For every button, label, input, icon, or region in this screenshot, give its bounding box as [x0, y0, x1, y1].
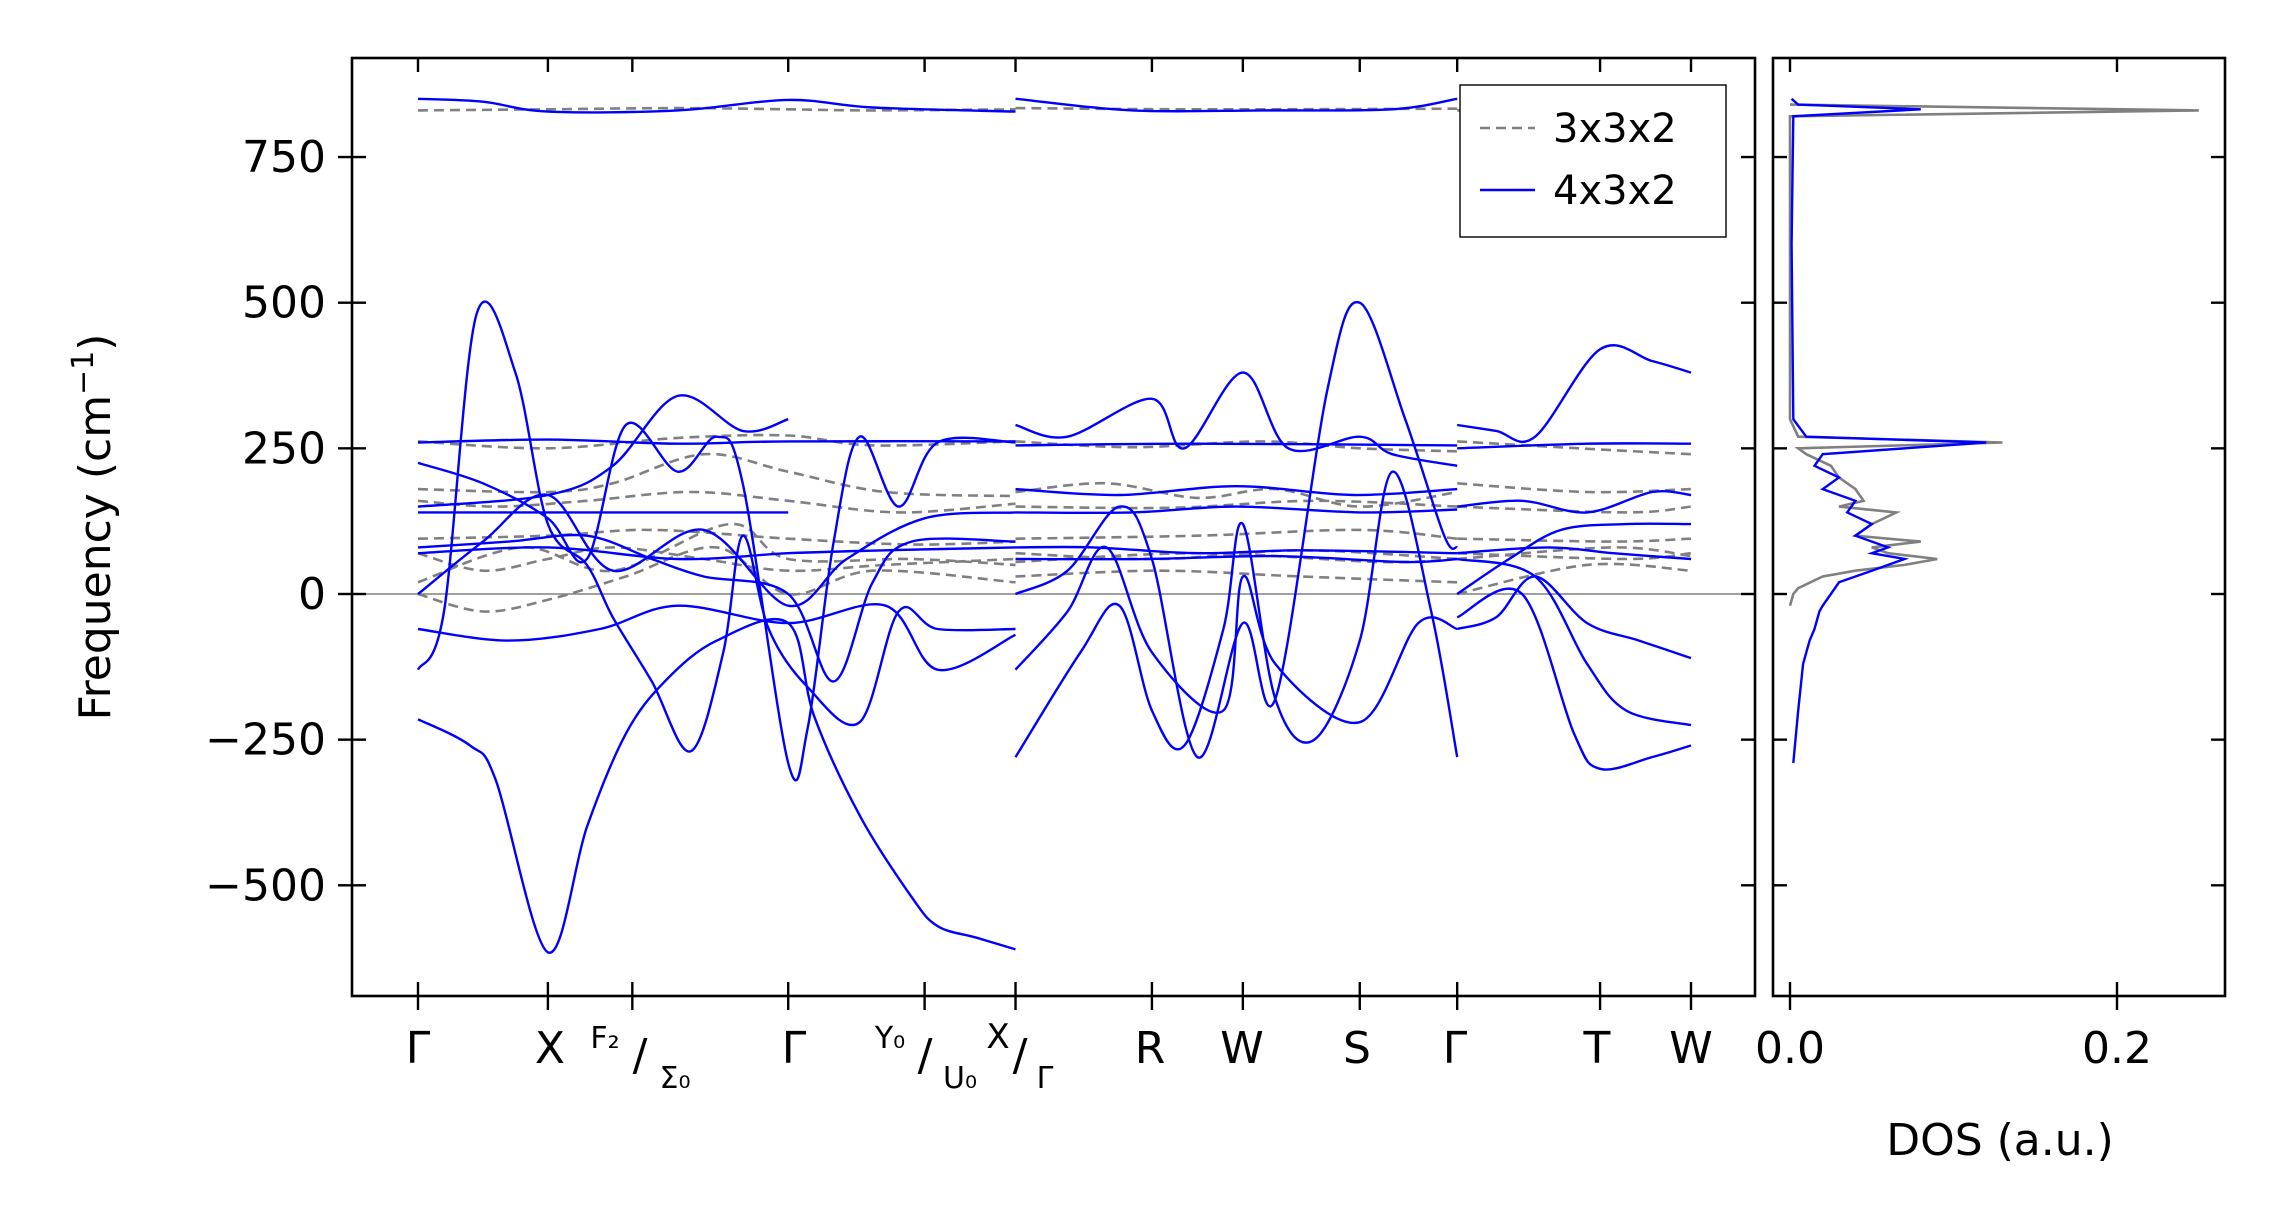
svg-text:Γ: Γ	[1037, 1061, 1054, 1096]
band-line-4x3x2	[1015, 484, 1458, 497]
band-line-3x3x2	[1457, 505, 1692, 514]
band-line-3x3x2	[1457, 537, 1692, 543]
band-axes-frame	[350, 56, 1757, 998]
band-line-3x3x2	[417, 433, 1016, 450]
band-line-3x3x2	[417, 490, 1016, 514]
kpoint-label-x-gamma: X / Γ	[986, 1017, 1053, 1096]
y-tick-label: 250	[242, 423, 326, 474]
svg-text:/: /	[1013, 1030, 1028, 1081]
band-line-3x3x2	[1015, 440, 1458, 453]
band-line-4x3x2	[1456, 575, 1692, 660]
band-line-4x3x2	[417, 438, 1016, 445]
y-tick-label: −250	[205, 715, 326, 766]
band-line-4x3x2	[417, 394, 789, 508]
dos-x-axis-label: DOS (a.u.)	[1886, 1115, 2114, 1166]
svg-text:/: /	[633, 1030, 648, 1081]
band-line-3x3x2	[1457, 546, 1692, 561]
band-line-3x3x2	[1457, 440, 1692, 456]
band-line-3x3x2	[417, 106, 1016, 112]
svg-text:X: X	[986, 1017, 1009, 1057]
svg-text:Y₀: Y₀	[874, 1021, 905, 1056]
band-line-3x3x2	[1015, 569, 1458, 584]
svg-text:Σ₀: Σ₀	[660, 1061, 691, 1096]
band-line-4x3x2	[1457, 344, 1692, 443]
band-line-4x3x2	[1457, 489, 1692, 514]
kpoint-label-x: X	[535, 1023, 565, 1074]
band-line-4x3x2	[417, 97, 1016, 114]
band-line-4x3x2	[417, 493, 1016, 608]
series-4x3x2-bands	[416, 97, 1692, 954]
band-line-3x3x2	[417, 545, 1016, 613]
band-line-4x3x2	[1456, 557, 1692, 727]
y-tick-label: 500	[242, 278, 326, 329]
band-line-4x3x2	[1457, 442, 1692, 450]
band-line-4x3x2	[1015, 505, 1458, 515]
kpoint-label-w: W	[1220, 1023, 1264, 1074]
y-tick-label: 0	[298, 569, 326, 620]
dos-x-tick-label: 0.2	[2082, 1023, 2152, 1074]
band-line-4x3x2	[1015, 300, 1459, 759]
band-line-4x3x2	[1015, 371, 1458, 467]
band-structure-panel: 750 500 250 0 −250 −500 Frequency (cm−1) Γ X …	[66, 56, 1757, 1096]
kpoint-label-s: S	[1343, 1023, 1371, 1074]
kpoint-label-t: T	[1583, 1023, 1611, 1074]
kpoint-label-r: R	[1135, 1023, 1166, 1074]
band-line-4x3x2	[1015, 545, 1458, 555]
y-tick-label: −500	[205, 860, 326, 911]
band-line-4x3x2	[1457, 546, 1692, 561]
svg-text:F₂: F₂	[590, 1021, 619, 1056]
svg-text:U₀: U₀	[943, 1061, 977, 1096]
y-tick-label: 750	[242, 132, 326, 183]
kpoint-label-y0-u0: Y₀ / U₀	[874, 1021, 977, 1096]
dos-y-ticks	[1773, 155, 2225, 887]
kpoint-label-gamma-2: Γ	[782, 1023, 807, 1074]
kpoint-labels: Γ X F₂ / Σ₀ Γ Y₀ / U₀ X / Γ R W S Γ T	[406, 1017, 1713, 1096]
band-line-3x3x2	[1457, 551, 1692, 561]
band-line-3x3x2	[1015, 528, 1458, 540]
svg-text:/: /	[918, 1030, 933, 1081]
legend-box	[1459, 84, 1727, 238]
band-line-3x3x2	[417, 522, 1016, 584]
band-line-3x3x2	[417, 528, 1016, 546]
legend-label-3x3x2: 3x3x2	[1553, 106, 1677, 152]
dos-curve-4x3x2	[1790, 97, 1987, 764]
band-line-3x3x2	[417, 546, 1016, 573]
band-y-ticks: 750 500 250 0 −250 −500	[205, 132, 1755, 911]
band-line-4x3x2	[417, 546, 1016, 561]
band-line-4x3x2	[417, 603, 1017, 672]
band-line-3x3x2	[417, 452, 1016, 498]
band-line-3x3x2	[1015, 499, 1458, 510]
dos-curve-3x3x2	[1788, 103, 2199, 607]
dos-x-tick-label: 0.0	[1755, 1023, 1825, 1074]
band-line-4x3x2	[1456, 587, 1692, 771]
legend: 3x3x2 4x3x2	[1459, 84, 1727, 238]
kpoint-label-gamma-3: Γ	[1443, 1023, 1468, 1074]
dos-axes-frame	[1771, 56, 2227, 998]
band-line-4x3x2	[417, 533, 1016, 683]
y-axis-label: Frequency (cm−1)	[66, 334, 122, 721]
band-line-4x3x2	[1015, 554, 1458, 564]
band-line-4x3x2	[1456, 522, 1692, 595]
band-line-4x3x2	[1015, 442, 1458, 447]
band-x-ticks	[416, 58, 1693, 1010]
kpoint-label-f2-sigma0: F₂ / Σ₀	[590, 1021, 690, 1096]
kpoint-label-w-2: W	[1669, 1023, 1713, 1074]
legend-label-4x3x2: 4x3x2	[1553, 168, 1677, 214]
dos-x-ticks: 0.0 0.2	[1755, 58, 2152, 1074]
band-line-4x3x2	[1015, 97, 1458, 113]
dos-panel: 0.0 0.2 DOS (a.u.)	[1755, 56, 2227, 1166]
band-line-4x3x2	[417, 617, 1016, 954]
band-line-3x3x2	[1456, 562, 1692, 596]
band-line-4x3x2	[416, 300, 1016, 753]
band-line-3x3x2	[1015, 481, 1458, 508]
band-line-4x3x2	[417, 421, 1016, 782]
kpoint-label-gamma: Γ	[406, 1023, 431, 1074]
